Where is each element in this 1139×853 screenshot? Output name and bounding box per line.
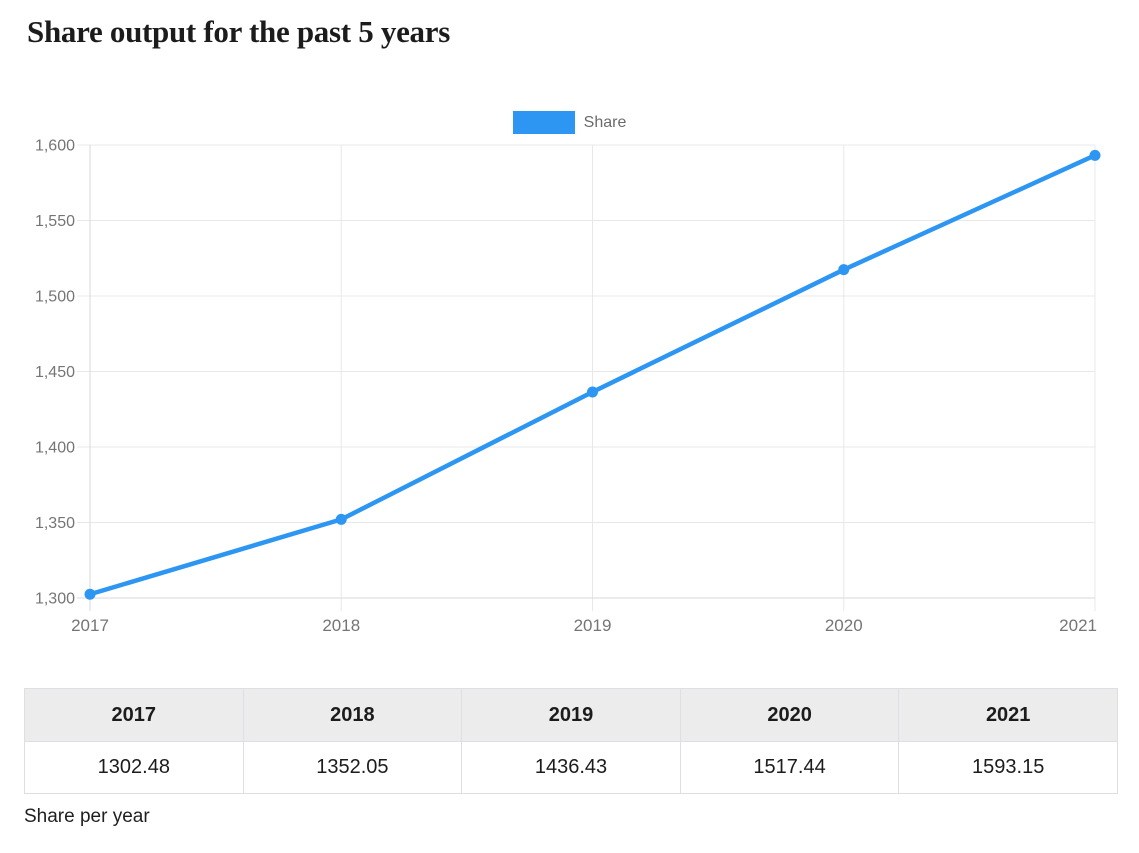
svg-text:2019: 2019 <box>574 616 612 635</box>
table-value-cell: 1352.05 <box>242 741 463 794</box>
table-header-cell: 2019 <box>461 688 681 742</box>
table-header-cell: 2020 <box>679 688 900 742</box>
data-table: 2017 2018 2019 2020 2021 1302.48 1352.05… <box>24 688 1118 794</box>
svg-text:2020: 2020 <box>825 616 863 635</box>
table-caption: Share per year <box>24 806 150 827</box>
table-header-cell: 2021 <box>898 688 1118 742</box>
table-value-cell: 1302.48 <box>24 741 244 794</box>
svg-text:1,600: 1,600 <box>35 138 75 155</box>
table-value-cell: 1436.43 <box>461 741 681 794</box>
table-value-cell: 1593.15 <box>898 741 1118 794</box>
table-header-cell: 2017 <box>24 688 244 742</box>
svg-text:1,400: 1,400 <box>35 440 75 457</box>
svg-text:2017: 2017 <box>71 616 109 635</box>
table-value-row: 1302.48 1352.05 1436.43 1517.44 1593.15 <box>24 741 1118 794</box>
svg-text:1,550: 1,550 <box>35 213 75 230</box>
svg-text:1,300: 1,300 <box>35 591 75 608</box>
line-chart: 1,300 1,350 1,400 1,450 1,500 1,550 1,600 2017 2… <box>35 138 1101 635</box>
legend-swatch-icon <box>512 110 575 134</box>
table-value-cell: 1517.44 <box>679 741 900 794</box>
table-header-cell: 2018 <box>242 688 463 742</box>
legend-label: Share <box>583 113 627 131</box>
svg-text:1,500: 1,500 <box>35 289 75 306</box>
svg-text:2021: 2021 <box>1059 616 1097 635</box>
svg-text:1,350: 1,350 <box>35 515 75 532</box>
page-title: Share output for the past 5 years <box>27 14 450 49</box>
svg-text:1,450: 1,450 <box>35 364 75 381</box>
table-header-row: 2017 2018 2019 2020 2021 <box>24 688 1118 742</box>
chart-legend[interactable]: Share <box>0 109 1139 135</box>
svg-text:2018: 2018 <box>322 616 360 635</box>
